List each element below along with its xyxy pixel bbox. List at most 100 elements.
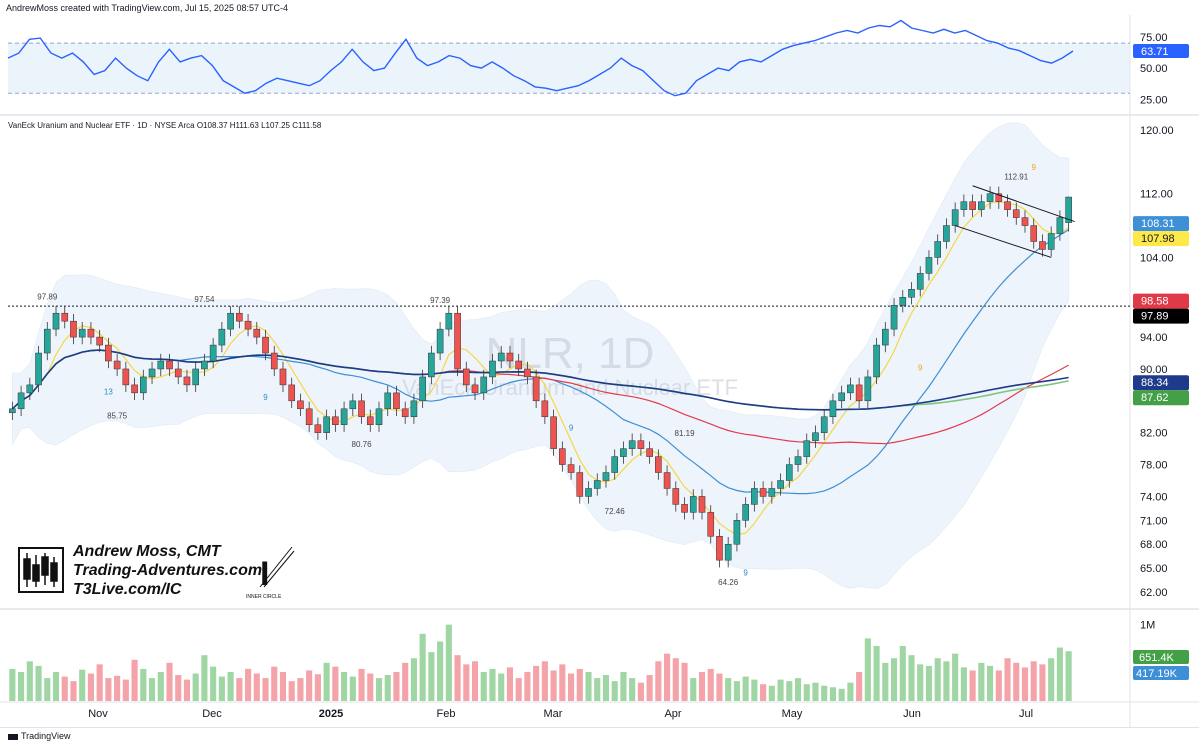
rsi-band <box>8 43 1130 94</box>
volume-bar <box>358 668 365 701</box>
candle-body <box>87 328 95 338</box>
volume-bar <box>201 655 208 701</box>
price-tick-label: 68.00 <box>1140 539 1168 551</box>
volume-bar <box>917 664 924 701</box>
volume-bar <box>585 671 592 701</box>
volume-bar <box>79 669 86 701</box>
volume-bar <box>122 679 129 701</box>
candle-body <box>733 520 741 545</box>
candle-body <box>506 352 514 362</box>
price-tag: 88.34 <box>1133 375 1189 391</box>
price-annotation: 80.76 <box>352 440 373 449</box>
volume-bar <box>786 681 793 701</box>
symbol-legend[interactable]: VanEck Uranium and Nuclear ETF · 1D · NY… <box>8 121 321 130</box>
volume-bar <box>960 667 967 701</box>
candle-body <box>1012 209 1020 218</box>
volume-bar <box>227 671 234 701</box>
candle-body <box>166 360 173 370</box>
volume-bar <box>908 655 915 701</box>
volume-bar <box>166 662 173 701</box>
volume-bar <box>646 675 653 701</box>
volume-bar <box>393 671 400 701</box>
candle-body <box>978 201 985 210</box>
candle-body <box>209 344 217 362</box>
volume-bar <box>707 668 714 701</box>
candle-body <box>681 504 688 513</box>
bollinger-band <box>12 122 1069 589</box>
candle-body <box>925 257 933 274</box>
candle-body <box>1056 217 1064 234</box>
author-branding: Andrew Moss, CMT Trading-Adventures.com … <box>18 543 298 603</box>
time-tick-label: Nov <box>88 708 108 720</box>
candle-body <box>620 448 627 457</box>
candle-body <box>131 384 138 394</box>
volume-bar <box>253 673 260 701</box>
volume-bar <box>1048 658 1055 701</box>
time-tick-label: Mar <box>544 708 563 720</box>
candle-body <box>646 448 653 457</box>
volume-bars <box>9 624 1072 701</box>
time-tick-label: 2025 <box>319 708 343 720</box>
candle-body <box>497 352 505 362</box>
volume-bar <box>236 678 243 701</box>
candle-body <box>751 488 758 505</box>
candle-body <box>410 400 418 418</box>
volume-bar <box>681 662 688 701</box>
sequence-count-label: 9 <box>263 393 268 402</box>
time-tick-label: Apr <box>664 708 681 720</box>
candle-body <box>550 416 557 449</box>
price-tag: 87.62 <box>1133 390 1189 406</box>
volume-bar <box>367 673 374 701</box>
volume-bar <box>332 666 339 701</box>
price-tag-text: 107.98 <box>1141 233 1175 245</box>
volume-bar <box>70 681 77 701</box>
candle-body <box>576 472 584 497</box>
candle-body <box>672 488 680 505</box>
price-annotation: 112.91 <box>1004 172 1028 181</box>
volume-bar <box>9 668 16 701</box>
volume-bar <box>157 671 164 701</box>
volume-bar <box>375 678 383 701</box>
candle-body <box>698 496 706 513</box>
price-tick-label: 65.00 <box>1140 563 1168 575</box>
volume-bar <box>751 679 758 701</box>
candle-body <box>201 360 208 370</box>
price-tick-label: 112.00 <box>1140 189 1173 201</box>
candle-body <box>26 384 34 394</box>
volume-bar <box>602 675 610 701</box>
svg-text:I: I <box>260 555 269 593</box>
volume-bar <box>594 678 601 701</box>
candle-body <box>803 440 811 457</box>
candle-body <box>1065 196 1072 223</box>
candle-body <box>401 408 409 418</box>
watermark-ticker: NLR, 1D <box>486 329 655 378</box>
inner-circle-badge-icon: I INNER CIRCLE <box>246 546 295 600</box>
candle-body <box>419 376 426 402</box>
candle-body <box>340 408 348 425</box>
rsi-last-value-text: 63.71 <box>1141 46 1169 58</box>
volume-bar <box>480 671 487 701</box>
author-site: Trading-Adventures.com <box>73 562 263 579</box>
candle-body <box>785 464 793 481</box>
rsi-last-value-tag: 63.71 <box>1133 43 1189 58</box>
price-tick-label: 82.00 <box>1140 428 1168 440</box>
volume-bar <box>803 684 810 701</box>
candle-body <box>567 464 575 473</box>
candle-body <box>628 440 636 449</box>
volume-bar <box>533 665 540 701</box>
candle-body <box>445 312 453 330</box>
volume-bar <box>506 667 514 701</box>
tv-logo-icon <box>8 733 18 740</box>
candle-body <box>471 384 479 394</box>
candle-body <box>489 360 496 378</box>
time-tick-label: Jun <box>903 708 921 720</box>
candle-body <box>916 273 924 290</box>
price-tag-text: 108.31 <box>1141 218 1175 230</box>
volume-tag-bg <box>1133 650 1189 664</box>
volume-bar <box>952 653 959 701</box>
volume-bar <box>1056 647 1063 701</box>
sequence-count-label: 9 <box>743 568 748 577</box>
volume-bar <box>899 646 906 701</box>
candle-body <box>593 480 601 489</box>
